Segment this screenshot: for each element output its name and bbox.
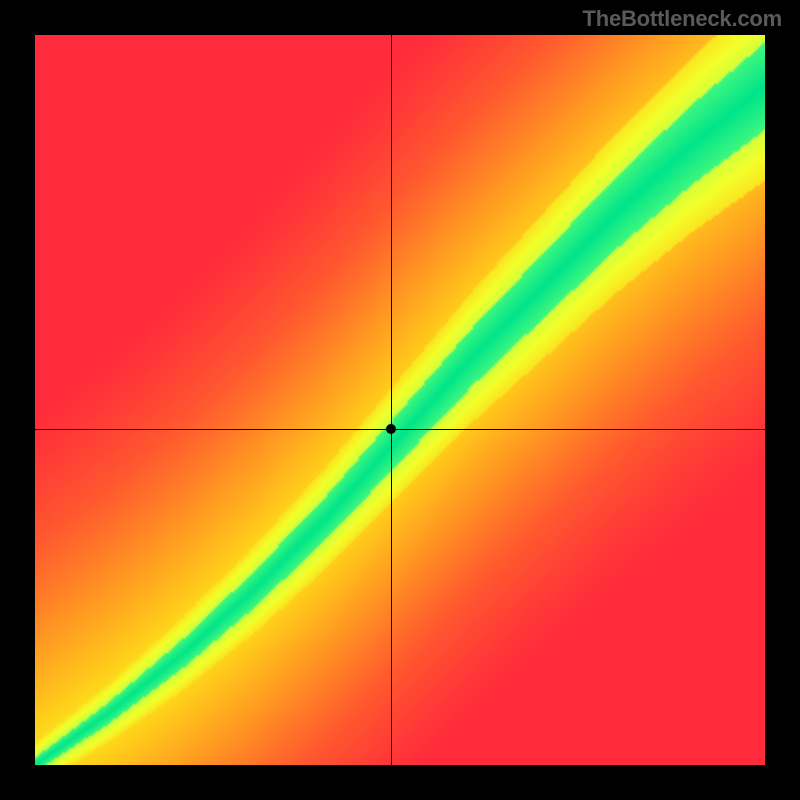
crosshair-vertical — [391, 35, 392, 765]
bottleneck-heatmap — [35, 35, 765, 765]
watermark-text: TheBottleneck.com — [582, 6, 782, 32]
heatmap-canvas — [35, 35, 765, 765]
selection-marker — [386, 424, 396, 434]
crosshair-horizontal — [35, 429, 765, 430]
